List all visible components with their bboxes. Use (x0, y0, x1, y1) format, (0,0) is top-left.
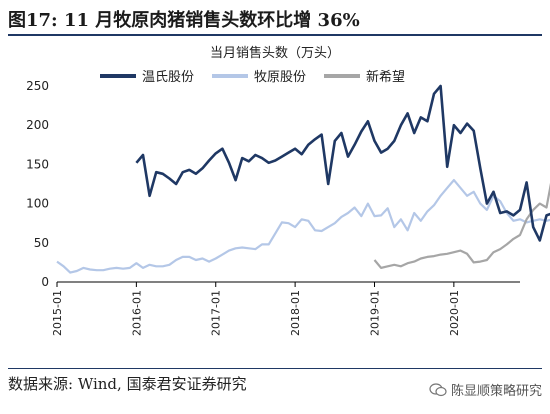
series-line-wens (135, 84, 550, 242)
source-divider (8, 368, 542, 369)
series-line-muyuan (56, 179, 550, 274)
legend-swatch-xinxiwang (324, 73, 361, 78)
source-note: 数据来源: Wind, 国泰君安证券研究 (8, 375, 247, 393)
chart-axes: 0 50 100 150 200 250 2015-01 2016-01 2017-01 2018… (26, 79, 520, 336)
x-tick-label: 2018-01 (289, 290, 302, 336)
y-tick-label: 200 (26, 118, 49, 132)
legend-label-wens: 温氏股份 (142, 70, 195, 85)
legend-swatch-wens (100, 73, 136, 78)
y-tick-label: 150 (26, 157, 49, 171)
title-divider (8, 34, 542, 36)
y-tick-label: 0 (41, 275, 49, 289)
y-tick-label: 250 (26, 79, 49, 93)
legend-item-xinxiwang: 新希望 (324, 66, 405, 85)
x-tick-label: 2016-01 (130, 290, 143, 336)
legend-item-wens: 温氏股份 (100, 66, 194, 85)
legend-item-muyuan: 牧原股份 (212, 66, 306, 85)
y-tick-label: 100 (26, 197, 49, 211)
x-tick-label: 2019-01 (368, 290, 381, 336)
series-line-xinxiwang (373, 182, 550, 269)
legend-label-xinxiwang: 新希望 (366, 70, 406, 85)
legend-swatch-muyuan (212, 73, 249, 78)
watermark: 陈显顺策略研究 (429, 380, 542, 399)
x-tick-label: 2020-01 (448, 290, 461, 336)
watermark-text: 陈显顺策略研究 (450, 384, 542, 399)
chart-series (56, 84, 550, 274)
chart-title: 当月销售头数（万头） (209, 46, 340, 61)
wechat-icon (429, 382, 447, 396)
figure-title: 图17: 11 月牧原肉猪销售头数环比增 36% (8, 10, 360, 31)
x-tick-label: 2015-01 (51, 290, 64, 336)
chart-legend: 温氏股份 牧原股份 新希望 (100, 66, 405, 85)
x-tick-label: 2017-01 (210, 290, 223, 336)
y-tick-label: 50 (34, 236, 49, 250)
legend-label-muyuan: 牧原股份 (254, 70, 307, 85)
